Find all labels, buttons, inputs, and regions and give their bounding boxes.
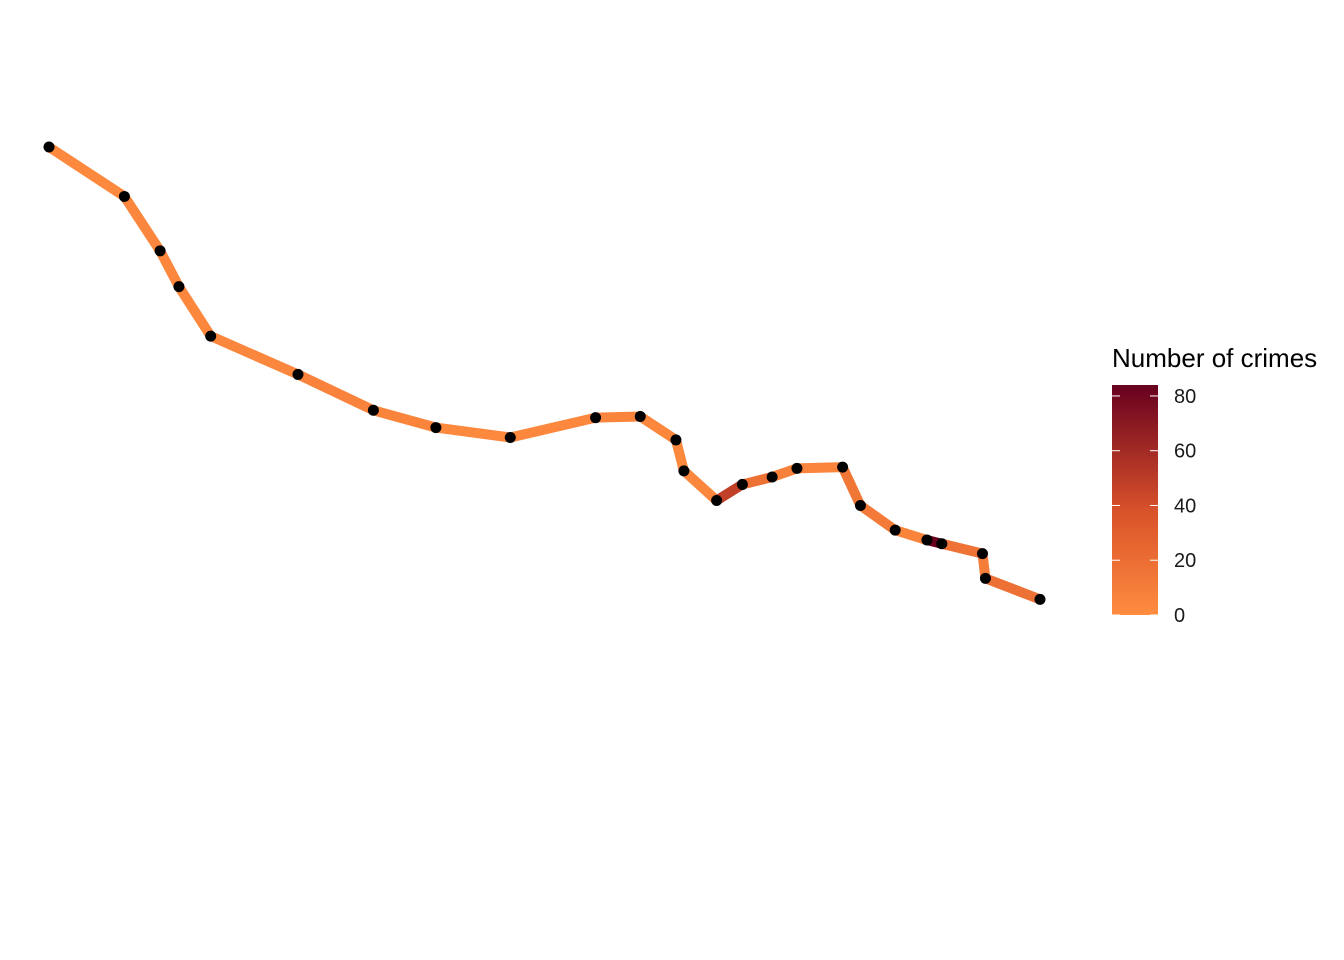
- route-segment-4: [174, 283, 215, 339]
- route-point-10: [590, 412, 602, 424]
- route-point-6: [292, 368, 304, 380]
- colorbar-ticks: 0 20 40 60 80: [1112, 386, 1196, 627]
- route-point-9: [504, 431, 516, 443]
- colorbar: [1112, 385, 1158, 615]
- legend-title: Number of crimes: [1112, 343, 1317, 373]
- route-point-12: [670, 434, 682, 446]
- route-point-14: [711, 494, 723, 506]
- route-point-8: [430, 422, 442, 434]
- route-point-18: [837, 461, 849, 473]
- route-point-19: [854, 499, 866, 511]
- route-point-13: [678, 465, 690, 477]
- route-segment-13: [680, 467, 720, 505]
- route-point-15: [736, 478, 748, 490]
- route-point-25: [1034, 593, 1046, 605]
- route-segment-17: [796, 462, 843, 474]
- colorbar-tick-label-80: 80: [1174, 386, 1196, 408]
- route-point-20: [889, 524, 901, 536]
- colorbar-tick-label-40: 40: [1174, 495, 1196, 517]
- route-point-23: [976, 548, 988, 560]
- route-point-5: [205, 330, 217, 342]
- route-segment-22: [940, 538, 984, 559]
- colorbar-tick-label-0: 0: [1174, 605, 1185, 627]
- route-segment-18: [838, 465, 865, 508]
- route-segment-8: [435, 422, 511, 443]
- route-segment-1: [46, 142, 128, 201]
- colorbar-tick-label-60: 60: [1174, 441, 1196, 463]
- route-point-24: [979, 572, 991, 584]
- route-point-21: [921, 534, 933, 546]
- colorbar-tick-label-20: 20: [1174, 550, 1196, 572]
- route-segment-7: [372, 405, 438, 433]
- route-point-3: [154, 245, 166, 257]
- route-segment-3: [155, 248, 184, 289]
- route-point-11: [634, 410, 646, 422]
- route-point-17: [791, 462, 803, 474]
- route-point-4: [173, 281, 185, 293]
- route-point-7: [367, 404, 379, 416]
- route-segment-10: [595, 411, 641, 423]
- route-segment-6: [295, 369, 376, 415]
- route-segment-20: [893, 525, 929, 545]
- route-point-22: [936, 538, 948, 550]
- route-segment-2: [120, 193, 165, 254]
- route-segment-5: [208, 331, 301, 380]
- route-segment-11: [637, 412, 679, 445]
- route-segment-24: [983, 573, 1042, 605]
- route-segment-9: [509, 412, 597, 443]
- route-point-1: [43, 141, 55, 153]
- route-points: [43, 141, 1046, 605]
- colorbar-legend: Number of crimes 0 20 40 60 80: [1112, 343, 1317, 627]
- route-point-16: [766, 471, 778, 483]
- route-point-2: [118, 190, 130, 202]
- route-segment-19: [857, 501, 899, 535]
